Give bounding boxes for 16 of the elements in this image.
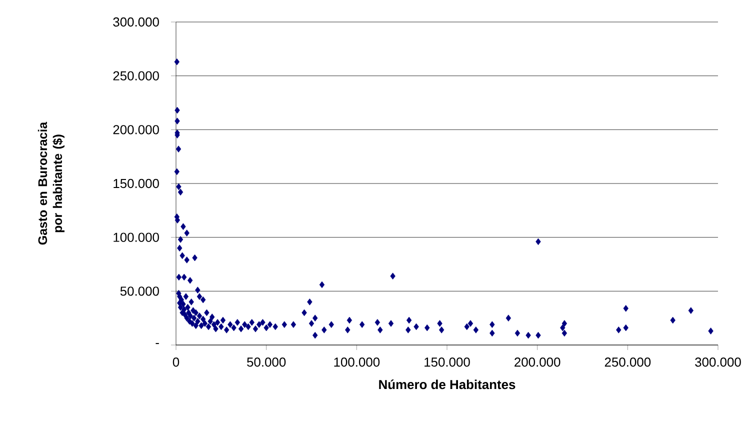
y-tick-label: 250.000 xyxy=(113,71,159,80)
y-tick-label: 50.000 xyxy=(120,286,159,296)
x-tick-label: 0 xyxy=(172,358,180,367)
y-tick-label: - xyxy=(156,343,159,344)
x-tick-label: 200.000 xyxy=(514,358,560,367)
y-axis-title: Gasto en Burocracia por habitante ($) xyxy=(38,122,64,245)
x-tick-label: 150.000 xyxy=(424,358,470,367)
y-tick-label: 100.000 xyxy=(114,232,159,242)
y-tick-label: 300.000 xyxy=(113,17,159,27)
x-tick-label: 50.000 xyxy=(247,358,286,367)
x-tick-label: 250.000 xyxy=(604,358,651,367)
y-tick-label: 200.000 xyxy=(113,125,159,134)
x-tick-label: 300.000 xyxy=(695,358,741,367)
x-tick-label: 100.000 xyxy=(334,358,380,367)
y-tick-label: 150.000 xyxy=(114,178,159,188)
x-axis-title: Número de Habitantes xyxy=(379,380,516,390)
